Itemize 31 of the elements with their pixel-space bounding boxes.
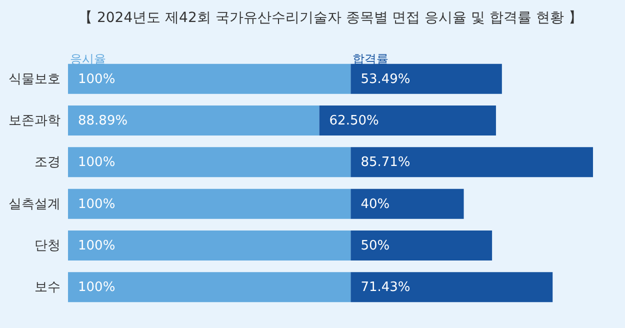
- data-label: 100%: [78, 280, 116, 296]
- bar: [68, 230, 351, 260]
- bar: [68, 272, 351, 302]
- data-label: 53.49%: [360, 72, 410, 87]
- data-label: 100%: [78, 155, 116, 170]
- bar: [350, 147, 593, 178]
- bar: [350, 272, 553, 302]
- data-label: 100%: [78, 238, 116, 254]
- y-tick-label: 실측설계: [8, 196, 60, 212]
- bar: [350, 230, 492, 260]
- y-tick-label: 식물보호: [8, 72, 60, 87]
- y-tick-label: 조경: [34, 155, 60, 170]
- y-tick-label: 보존과학: [8, 114, 60, 128]
- bar: [68, 188, 351, 219]
- data-label: 62.50%: [329, 114, 379, 128]
- y-tick-label: 보수: [34, 280, 60, 296]
- data-label: 88.89%: [78, 114, 128, 128]
- chart-title: 【 2024년도 제42회 국가유산수리기술자 종목별 면접 응시율 및 합격률 현황 】: [78, 10, 582, 26]
- bar: [350, 64, 502, 94]
- bar: [68, 64, 351, 94]
- bar: [68, 147, 351, 178]
- data-label: 100%: [78, 72, 116, 87]
- bar: [68, 106, 320, 136]
- data-label: 85.71%: [360, 155, 410, 170]
- y-tick-label: 단청: [34, 238, 60, 254]
- bar: [319, 106, 496, 136]
- bar: [350, 188, 464, 219]
- data-label: 100%: [78, 196, 116, 212]
- data-label: 40%: [360, 196, 390, 212]
- data-label: 50%: [360, 238, 390, 254]
- data-label: 71.43%: [360, 280, 410, 296]
